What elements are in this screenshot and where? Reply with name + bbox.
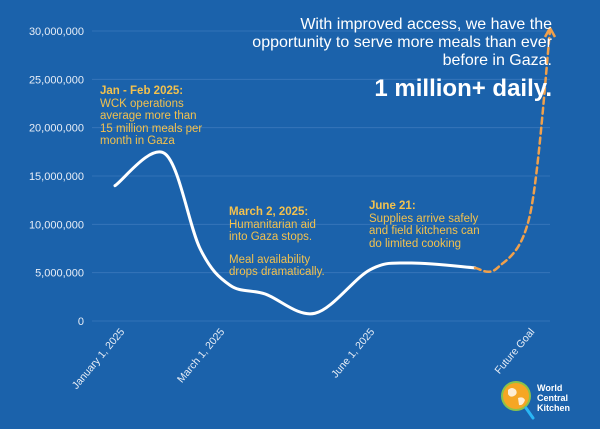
annotation-june: June 21: Supplies arrive safely and fiel…: [369, 200, 499, 250]
annotation-line: Humanitarian aid: [229, 218, 316, 231]
annotation-line: do limited cooking: [369, 237, 462, 250]
annotation-line: average more than: [100, 110, 197, 122]
annotation-march: March 2, 2025: Humanitarian aid into Gaz…: [229, 206, 349, 279]
arrow-head-icon: [543, 26, 557, 38]
y-tick-label: 25,000,000: [29, 74, 84, 86]
logo-line: Central: [537, 393, 569, 403]
annotation-title: March 2, 2025:: [229, 206, 309, 218]
headline: With improved access, we have the opport…: [232, 16, 552, 104]
annotation-jan-feb: Jan - Feb 2025: WCK operations average m…: [100, 85, 230, 148]
meals-line: [113, 150, 477, 316]
annotation-line: and field kitchens can: [369, 225, 480, 237]
x-tick-label: January 1, 2025: [70, 326, 128, 392]
annotation-title: June 21:: [369, 200, 416, 212]
y-tick-label: 15,000,000: [29, 171, 84, 183]
annotation-line: Supplies arrive safely: [369, 212, 479, 225]
headline-big: 1 million+ daily.: [374, 75, 552, 102]
annotation-line: 15 million meals per: [100, 122, 203, 135]
annotation-line: Meal availability: [229, 253, 311, 266]
logo-text: World Central Kitchen: [537, 383, 570, 413]
future-goal-line: [473, 29, 552, 273]
x-tick-label: June 1, 2025: [329, 326, 377, 380]
wck-logo: World Central Kitchen: [500, 378, 590, 422]
annotation-line: WCK operations: [100, 97, 184, 110]
y-tick-label: 30,000,000: [29, 26, 84, 38]
annotation-title: Jan - Feb 2025:: [100, 85, 184, 97]
y-tick-label: 10,000,000: [29, 219, 84, 231]
y-tick-label: 0: [78, 316, 84, 328]
y-tick-label: 5,000,000: [35, 268, 84, 280]
annotation-line: into Gaza stops.: [229, 231, 313, 243]
annotation-spacer: [229, 244, 349, 254]
headline-text: With improved access, we have the opport…: [252, 16, 552, 69]
x-tick-label: Future Goal: [492, 326, 537, 376]
logo-line: Kitchen: [537, 403, 571, 413]
y-tick-label: 20,000,000: [29, 123, 84, 135]
globe-pan-icon: [501, 381, 535, 420]
annotation-line: drops dramatically.: [229, 266, 325, 278]
x-tick-label: March 1, 2025: [175, 326, 227, 385]
logo-line: World: [537, 383, 563, 393]
annotation-line: month in Gaza: [100, 135, 175, 147]
